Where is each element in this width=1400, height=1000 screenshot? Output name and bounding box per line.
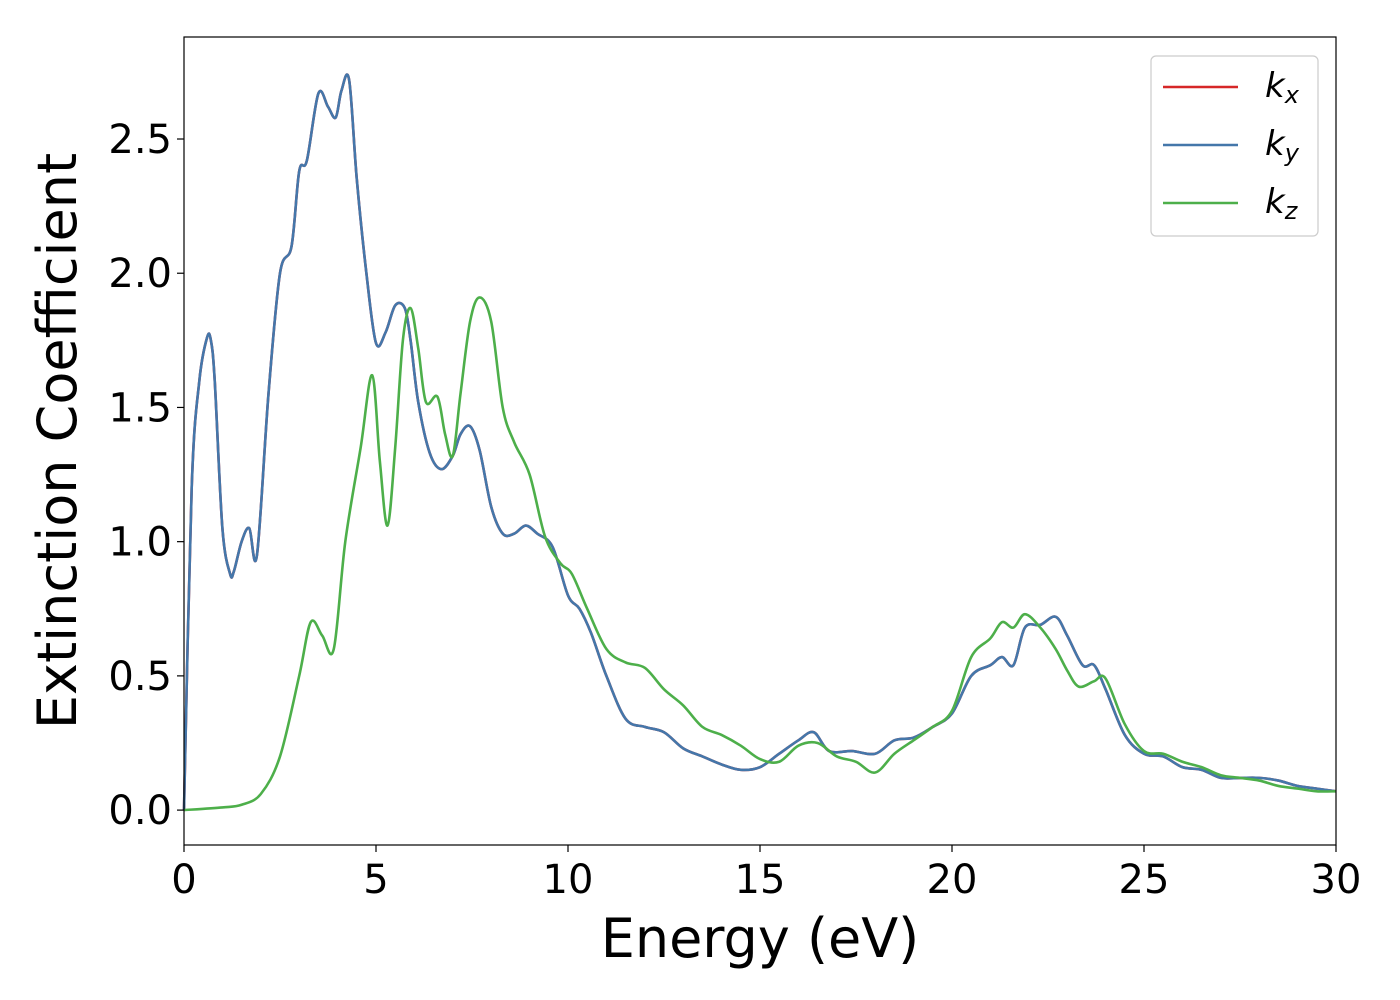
y-axis: 0.0 0.5 1.0 1.5 2.0 2.5	[108, 117, 184, 834]
legend-label-ky: ky	[1265, 124, 1300, 167]
y-tick-label: 2.0	[108, 251, 172, 297]
x-tick-label: 25	[1119, 857, 1170, 903]
y-tick-label: 2.5	[108, 117, 172, 163]
x-tick-label: 10	[543, 857, 594, 903]
x-tick-label: 30	[1311, 857, 1362, 903]
legend: kx ky kz	[1150, 55, 1319, 237]
x-axis: 0 5 10 15 20 25 30	[171, 845, 1361, 903]
legend-label-kx: kx	[1265, 66, 1300, 109]
legend-label-kz: kz	[1265, 182, 1299, 225]
x-tick-label: 20	[927, 857, 978, 903]
x-tick-label: 15	[735, 857, 786, 903]
y-tick-label: 1.0	[108, 520, 172, 566]
y-tick-label: 1.5	[108, 385, 172, 431]
x-axis-label: Energy (eV)	[601, 907, 920, 970]
x-tick-label: 5	[363, 857, 388, 903]
y-tick-label: 0.5	[108, 654, 172, 700]
x-tick-label: 0	[171, 857, 196, 903]
y-axis-label: Extinction Coefficient	[26, 153, 89, 729]
series-line-kz	[183, 296, 1337, 812]
y-tick-label: 0.0	[108, 788, 172, 834]
series-layer	[182, 73, 1337, 812]
